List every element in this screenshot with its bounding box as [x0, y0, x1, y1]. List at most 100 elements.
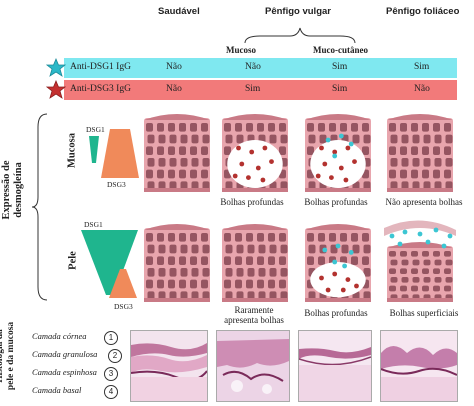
mucosa-healthy-base [144, 188, 210, 192]
skin-foliaceus-cell [389, 268, 396, 274]
skin-mucosal-cell [224, 233, 231, 242]
skin-mucocutaneous-cell [352, 244, 360, 254]
mucosa-healthy-cell [179, 146, 186, 155]
skin-mucosal-block [222, 228, 288, 302]
skin-mucocutaneous-blister-dot [332, 271, 338, 277]
mucosa-foliaceus-cell [423, 134, 431, 144]
mucosa-healthy-cell [190, 169, 197, 179]
skin-mucocutaneous-base [305, 298, 371, 302]
mucosa-healthy-cell [180, 181, 188, 190]
mucosa-mucosal-cell [280, 181, 288, 190]
skin-foliaceus-cell [422, 268, 429, 274]
skin-healthy-cell [147, 244, 155, 254]
skin-foliaceus-cyan-dot [447, 233, 453, 239]
mucosa-healthy-cell [179, 169, 186, 179]
skin-mucosal-cell [258, 244, 266, 254]
mucosa-mucocutaneous-cell [363, 134, 371, 144]
mucosa-mucosal-cell [280, 134, 288, 144]
skin-mucosal-cell [236, 268, 244, 277]
mucosa-foliaceus-cell [444, 169, 451, 179]
skin-mucosal-cell [279, 233, 286, 242]
skin-foliaceus-cell [389, 251, 396, 257]
mucosa-foliaceus-cell [412, 181, 420, 190]
mucosa-mucocutaneous-cell [307, 146, 314, 155]
skin-foliaceus-cyan-dot [417, 231, 423, 237]
skin-mucocutaneous-cyan-dot [332, 259, 338, 265]
skin-mucocutaneous-blister-dot [354, 283, 359, 289]
skin-healthy-cell [191, 244, 199, 254]
skin-healthy-cell [190, 233, 197, 242]
skin-mucosal-cell [235, 279, 242, 289]
skin-foliaceus-cell [412, 259, 420, 266]
skin-foliaceus-cyan-dot [441, 243, 447, 249]
mucosa-mucocutaneous-cell [351, 123, 358, 132]
skin-healthy-cell [168, 256, 175, 265]
mucosa-mucosal-cell [246, 123, 253, 132]
mucosa-healthy-cell [180, 158, 188, 167]
layer-label-4: Camada basal [32, 385, 82, 395]
mucosa-foliaceus-block [387, 118, 453, 192]
skin-mucosal-cell [258, 268, 266, 277]
dsg3-value-mucosal: Sim [245, 84, 261, 94]
skin-mucocutaneous-cyan-dot [335, 243, 341, 249]
mucosa-healthy-cell [180, 134, 188, 144]
histology-healthy [130, 330, 208, 402]
mucosa-mucosal-base [222, 188, 288, 192]
skin-foliaceus-cell [422, 285, 429, 292]
mucosa-dsg1-shape [89, 136, 99, 163]
dsg1-value-healthy: Não [166, 62, 182, 72]
mucosa-foliaceus-cell [434, 158, 442, 167]
mucosa-mucocutaneous-blister-dot [322, 161, 328, 167]
skin-mucosal-cell [247, 244, 255, 254]
skin-mucocutaneous-cell [307, 233, 314, 242]
skin-mucosal-cell [269, 291, 277, 300]
mucosa-foliaceus-cell [412, 158, 420, 167]
skin-healthy-cell [157, 279, 164, 289]
mucosa-mucocutaneous-cell [307, 123, 314, 132]
skin-dsg3-label: DSG3 [114, 302, 133, 311]
skin-mucocutaneous-cell [351, 256, 358, 265]
skin-mucosal-cell [280, 268, 288, 277]
skin-healthy-cell [201, 233, 208, 242]
skin-mucocutaneous-cell [318, 256, 325, 265]
skin-mucocutaneous-cell [362, 233, 369, 242]
skin-healthy-cell [169, 291, 177, 300]
skin-healthy-cell [158, 268, 166, 277]
mucosa-caption-mucocutaneous: Bolhas profundas [304, 197, 368, 207]
skin-mucosal-cell [247, 268, 255, 277]
skin-mucocutaneous-cyan-dot [348, 250, 354, 255]
skin-dsg1-shape [81, 230, 138, 295]
mucosa-mucosal-cell [268, 123, 275, 132]
mucosa-mucosal-blister-dot [246, 175, 251, 181]
skin-healthy-cell [158, 244, 166, 254]
mucosa-foliaceus-cell [434, 181, 442, 190]
skin-healthy-cell [201, 279, 208, 289]
star-icon-dsg3 [46, 80, 66, 99]
skin-mucosal-cell [269, 268, 277, 277]
skin-mucocutaneous-blister [310, 262, 366, 298]
mucosa-mucosal-cell [225, 181, 233, 190]
mucosa-foliaceus-cell [423, 158, 431, 167]
mucosa-mucosal-cell [224, 123, 231, 132]
mucosa-foliaceus-cell [400, 169, 407, 179]
skin-mucocutaneous-top [305, 224, 371, 230]
skin-healthy-cell [179, 256, 186, 265]
skin-mucosal-base [222, 298, 288, 302]
mucosa-mucosal-cell [269, 181, 277, 190]
skin-foliaceus-cell [423, 277, 431, 283]
mucosa-foliaceus-cell [401, 181, 409, 190]
mucosa-mucocutaneous-cell [308, 134, 316, 144]
mucosa-mucocutaneous-blister-dot [352, 159, 357, 165]
skin-mucosal-top [222, 224, 288, 230]
mucosa-mucosal-top [222, 114, 288, 120]
skin-foliaceus-cell [444, 285, 451, 292]
mucosa-mucocutaneous-blister-dot [315, 173, 321, 179]
layer-number-2: 2 [108, 349, 122, 363]
skin-foliaceus-cell [411, 251, 418, 257]
layer-label-2: Camada granulosa [32, 349, 98, 359]
mucosa-dsg3-shape [101, 129, 139, 178]
skin-healthy-cell [202, 244, 210, 254]
skin-mucosal-cell [268, 233, 275, 242]
skin-healthy-cell [147, 268, 155, 277]
skin-foliaceus-cell [433, 268, 440, 274]
